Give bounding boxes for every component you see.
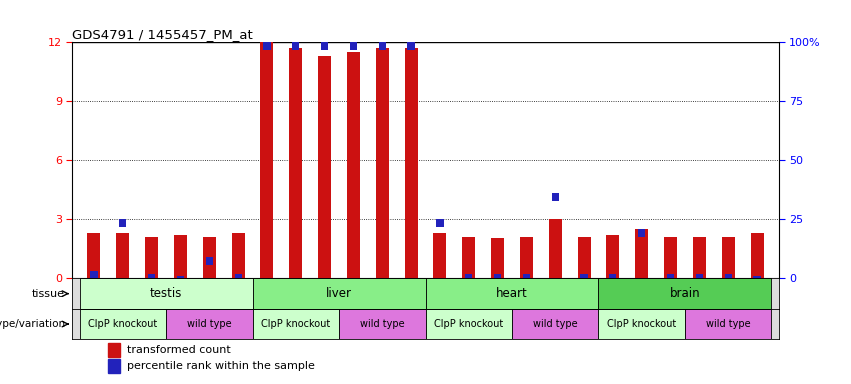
- Bar: [598, 309, 685, 339]
- Text: transformed count: transformed count: [128, 345, 231, 355]
- Bar: [724, 274, 732, 281]
- Bar: [88, 233, 100, 278]
- Bar: [426, 309, 512, 339]
- Bar: [598, 278, 772, 309]
- Bar: [292, 42, 300, 50]
- Bar: [685, 309, 772, 339]
- Text: testis: testis: [150, 287, 182, 300]
- Bar: [231, 233, 244, 278]
- Bar: [491, 238, 504, 278]
- Bar: [433, 233, 447, 278]
- Bar: [722, 237, 734, 278]
- Bar: [494, 274, 501, 281]
- Bar: [578, 237, 591, 278]
- Bar: [551, 194, 559, 201]
- Bar: [253, 309, 339, 339]
- Bar: [437, 219, 443, 227]
- Bar: [117, 233, 129, 278]
- Bar: [512, 309, 598, 339]
- Bar: [177, 276, 184, 284]
- Bar: [607, 235, 620, 278]
- Bar: [321, 42, 328, 50]
- Bar: [609, 274, 616, 281]
- Bar: [693, 237, 705, 278]
- Bar: [404, 48, 418, 278]
- Text: brain: brain: [670, 287, 700, 300]
- Text: wild type: wild type: [187, 319, 231, 329]
- Bar: [260, 42, 273, 278]
- Bar: [462, 237, 475, 278]
- Text: percentile rank within the sample: percentile rank within the sample: [128, 361, 316, 371]
- Text: tissue: tissue: [32, 289, 66, 299]
- Bar: [119, 219, 127, 227]
- Bar: [347, 52, 360, 278]
- Bar: [376, 48, 389, 278]
- Text: wild type: wild type: [705, 319, 751, 329]
- Bar: [753, 276, 761, 284]
- Bar: [580, 274, 588, 281]
- Bar: [350, 42, 357, 50]
- Text: wild type: wild type: [533, 319, 578, 329]
- Bar: [235, 274, 242, 281]
- Bar: [667, 274, 674, 281]
- Text: ClpP knockout: ClpP knockout: [434, 319, 504, 329]
- Bar: [107, 343, 120, 357]
- Bar: [426, 278, 598, 309]
- Text: ClpP knockout: ClpP knockout: [261, 319, 330, 329]
- Bar: [148, 274, 155, 281]
- Bar: [263, 42, 271, 50]
- Bar: [206, 257, 213, 265]
- Bar: [107, 359, 120, 373]
- Text: ClpP knockout: ClpP knockout: [607, 319, 677, 329]
- Bar: [79, 309, 166, 339]
- Bar: [203, 237, 216, 278]
- Bar: [339, 309, 426, 339]
- Bar: [318, 56, 331, 278]
- Bar: [635, 229, 648, 278]
- Bar: [253, 278, 426, 309]
- Text: liver: liver: [326, 287, 352, 300]
- Text: GDS4791 / 1455457_PM_at: GDS4791 / 1455457_PM_at: [72, 28, 253, 41]
- Bar: [90, 271, 98, 279]
- Text: genotype/variation: genotype/variation: [0, 319, 66, 329]
- Bar: [520, 237, 533, 278]
- Bar: [523, 274, 530, 281]
- Bar: [664, 237, 677, 278]
- Bar: [166, 309, 253, 339]
- Text: wild type: wild type: [360, 319, 404, 329]
- Bar: [696, 274, 703, 281]
- Bar: [638, 229, 645, 237]
- Bar: [289, 48, 302, 278]
- Bar: [146, 237, 158, 278]
- Bar: [174, 235, 187, 278]
- Bar: [549, 219, 562, 278]
- Bar: [465, 274, 472, 281]
- Bar: [751, 233, 763, 278]
- Bar: [408, 42, 414, 50]
- Text: heart: heart: [496, 287, 528, 300]
- Bar: [379, 42, 386, 50]
- Text: ClpP knockout: ClpP knockout: [89, 319, 157, 329]
- Bar: [79, 278, 253, 309]
